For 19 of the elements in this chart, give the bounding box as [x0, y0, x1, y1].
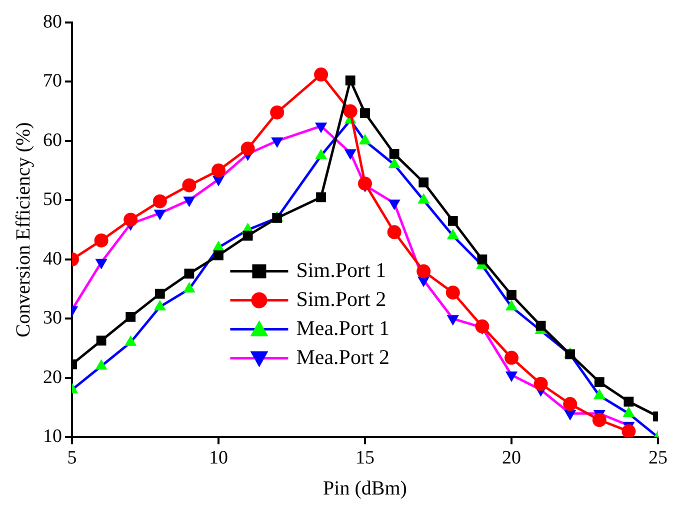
x-tick-label: 25 [648, 448, 668, 469]
y-tick-label: 40 [43, 248, 62, 270]
y-tick-label: 70 [43, 70, 62, 92]
y-tick-label: 30 [43, 308, 62, 329]
legend-label: Mea.Port 1 [296, 316, 390, 340]
x-axis-title: Pin (dBm) [323, 477, 407, 500]
x-tick-label: 5 [67, 448, 77, 469]
y-tick-label: 50 [43, 189, 62, 210]
legend-label: Sim.Port 1 [296, 258, 386, 282]
x-tick-label: 15 [356, 448, 374, 469]
legend-label: Mea.Port 2 [296, 344, 390, 369]
y-axis-title: Conversion Efficiency (%) [12, 122, 34, 338]
x-tick-label: 20 [502, 448, 521, 469]
y-tick-label: 20 [43, 366, 62, 388]
y-tick-label: 80 [43, 11, 62, 32]
y-tick-label: 10 [43, 426, 62, 448]
y-tick-label: 60 [43, 130, 62, 151]
legend-label: Sim.Port 2 [296, 286, 386, 311]
x-tick-label: 10 [209, 448, 228, 469]
